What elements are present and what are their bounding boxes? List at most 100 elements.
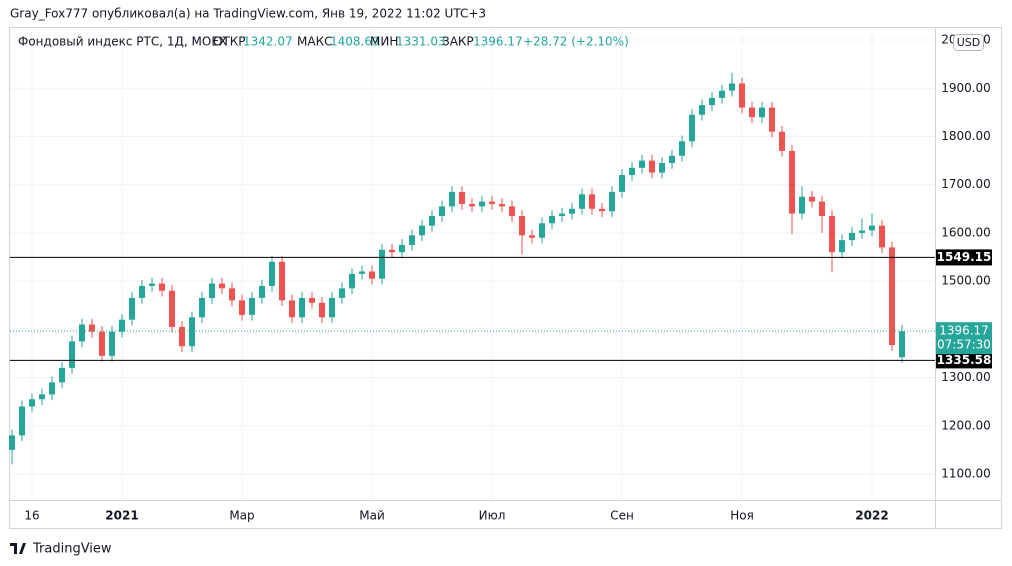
candle-body	[399, 244, 405, 253]
candle-body	[899, 331, 905, 358]
high-value: 1408.69	[330, 35, 380, 49]
candle-body	[739, 83, 745, 108]
level-label: 1549.15	[937, 250, 992, 264]
price-label: 1396.17	[939, 324, 989, 338]
candle-body	[869, 225, 875, 231]
chart-title: Фондовый индекс РТС, 1Д, MOEX	[18, 35, 227, 49]
currency-badge	[953, 34, 984, 51]
candle-body	[679, 141, 685, 156]
candle-body	[719, 90, 725, 98]
y-tick-label: 1600.00	[941, 225, 991, 239]
candle-body	[669, 155, 675, 163]
candle-body	[829, 216, 835, 253]
candle-body	[209, 283, 215, 298]
candle-body	[689, 114, 695, 142]
candle-body	[89, 324, 95, 332]
candle-body	[749, 107, 755, 118]
x-tick-label: 16	[24, 509, 39, 523]
candle-body	[579, 194, 585, 209]
candle-body	[29, 399, 35, 407]
candle-body	[659, 162, 665, 173]
candle-body	[349, 273, 355, 289]
x-tick-label: 2022	[855, 509, 888, 523]
x-tick-label: Июл	[479, 509, 506, 523]
candle-body	[569, 208, 575, 214]
candle-body	[789, 150, 795, 214]
level-label-box	[936, 352, 992, 369]
caption: Gray_Fox777 опубликовал(а) на TradingVie…	[10, 7, 486, 21]
candle-body	[629, 167, 635, 176]
candle-body	[769, 107, 775, 132]
candle-body	[109, 331, 115, 356]
candle-body	[549, 216, 555, 224]
candle-body	[419, 225, 425, 236]
x-tick-label: Мар	[229, 509, 254, 523]
candle-body	[329, 297, 335, 318]
candle-body	[619, 175, 625, 192]
candle-body	[559, 213, 565, 217]
low-value: 1331.03	[396, 35, 446, 49]
candle-body	[149, 283, 155, 286]
candle-body	[49, 382, 55, 395]
candle-body	[259, 285, 265, 298]
candle-body	[9, 435, 15, 450]
level-label: 1335.58	[937, 353, 992, 367]
candle-body	[159, 283, 165, 291]
countdown: 07:57:30	[937, 338, 991, 352]
candle-body	[39, 394, 45, 400]
candle-body	[639, 160, 645, 168]
candle-body	[849, 232, 855, 241]
brand-name: TradingView	[32, 542, 112, 557]
candle-body	[359, 271, 365, 274]
candle-body	[239, 300, 245, 315]
x-tick-label: Ноя	[730, 509, 754, 523]
x-tick-label: Май	[359, 509, 385, 523]
price-label-box	[936, 322, 992, 355]
candle-body	[129, 297, 135, 320]
candle-body	[379, 249, 385, 279]
candle-body	[299, 297, 305, 318]
candle-body	[649, 160, 655, 173]
candle-body	[439, 206, 445, 217]
candle-body	[799, 196, 805, 214]
y-tick-label: 1100.00	[941, 466, 991, 480]
candle-body	[429, 216, 435, 226]
candle-body	[859, 230, 865, 233]
y-tick-label: 1500.00	[941, 274, 991, 288]
level-label-box	[936, 249, 992, 266]
plot	[9, 72, 905, 465]
candle-body	[319, 302, 325, 318]
grid	[10, 28, 935, 500]
candle-body	[69, 341, 75, 368]
candle-body	[459, 191, 465, 204]
candle-body	[289, 300, 295, 318]
candle-body	[539, 223, 545, 238]
close-label: ЗАКР	[442, 35, 474, 49]
candle-body	[179, 326, 185, 347]
candle-body	[499, 203, 505, 207]
open-label: ОТКР	[213, 35, 246, 49]
candle-body	[269, 261, 275, 286]
candle-body	[729, 83, 735, 91]
candle-body	[699, 105, 705, 115]
candle-body	[819, 201, 825, 217]
y-tick-label: 1300.00	[941, 370, 991, 384]
candle-body	[59, 367, 65, 383]
candle-body	[389, 249, 395, 253]
candle-body	[509, 206, 515, 217]
candle-body	[189, 317, 195, 347]
y-tick-label: 1200.00	[941, 418, 991, 432]
candle-body	[879, 225, 885, 248]
candle-body	[889, 247, 895, 346]
currency: USD	[957, 36, 981, 49]
candle-body	[79, 324, 85, 342]
candle-body	[809, 196, 815, 202]
candle-body	[139, 285, 145, 298]
chart-frame	[9, 27, 1002, 529]
candle-body	[229, 288, 235, 301]
change: +28.72 (+2.10%)	[523, 35, 629, 49]
candle-body	[479, 201, 485, 207]
y-tick-label: 1900.00	[941, 81, 991, 95]
